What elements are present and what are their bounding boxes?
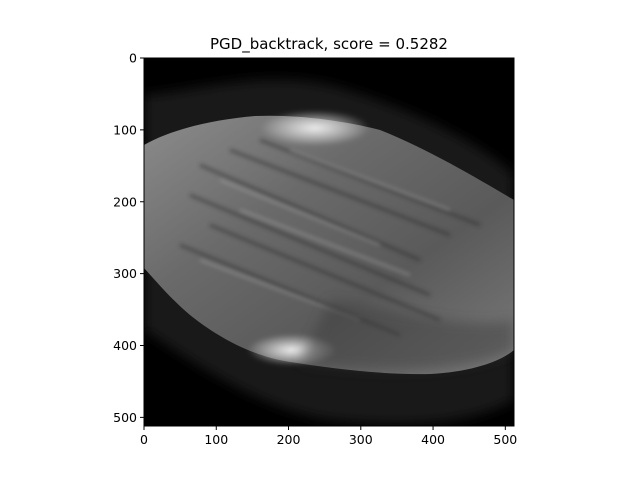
reconstruction-image [144,58,514,426]
x-tick-label: 0 [140,432,148,447]
bright-streaks [199,149,451,321]
y-tick-label: 0 [129,51,137,66]
top-highlight [260,110,370,146]
y-tick-label: 100 [113,122,137,137]
y-tick-label: 400 [113,338,137,353]
y-tick-label: 200 [113,194,137,209]
x-tick-label: 300 [349,432,373,447]
x-tick-label: 200 [277,432,301,447]
y-tick-label: 300 [113,266,137,281]
y-axis: 0 100 200 300 400 500 [113,51,144,425]
y-tick-label: 500 [113,410,137,425]
axes-frame [143,57,515,427]
x-tick-label: 100 [204,432,228,447]
lower-shade [300,300,514,370]
x-tick-label: 400 [421,432,445,447]
x-axis: 0 100 200 300 400 500 [140,426,517,447]
chart-title: PGD_backtrack, score = 0.5282 [210,35,448,54]
x-tick-label: 500 [493,432,517,447]
